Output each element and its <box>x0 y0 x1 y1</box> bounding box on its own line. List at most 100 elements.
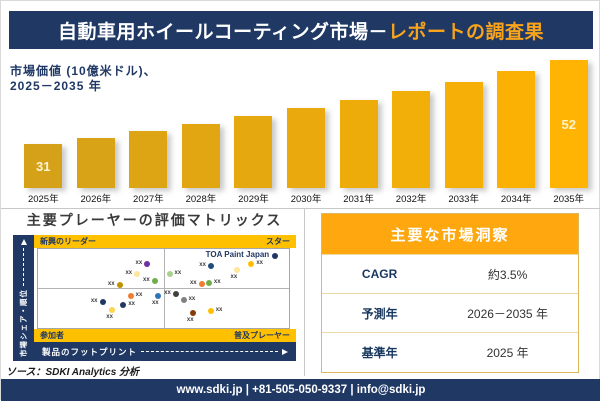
scatter-dot: xx <box>180 296 195 304</box>
matrix-y-axis-label: 市場シェア・順位 <box>19 289 28 357</box>
dot-label: xx <box>107 280 115 287</box>
dot-label: xx <box>151 300 159 307</box>
scatter-dot: xx <box>207 307 222 314</box>
chart-subtitle: 市場価値 (10億米ドル)、 2025－2035 年 <box>10 64 157 94</box>
scatter-dot: xx <box>205 279 221 286</box>
footer-contact-text: www.sdki.jp | +81-505-050-9337 | info@sd… <box>176 384 426 396</box>
bar-column-2027年 <box>122 60 175 188</box>
scatter-dot: xx <box>166 270 181 278</box>
year-label: 2031年 <box>343 194 374 205</box>
bar-column-2033年 <box>437 60 490 188</box>
year-label: 2035年 <box>553 194 585 205</box>
scatter-dot: xx <box>152 293 161 306</box>
bar-2030年 <box>287 108 325 188</box>
matrix-body: 新興のリーダー スター xx xx xx xx xx xx xx xx xx xx TOA Pain… <box>34 235 296 361</box>
year-label: 2025年 <box>27 194 59 205</box>
insights-table: 主要な市場洞察 CAGR 約3.5% 予測年 2026－2035 年基準年 2025 年 <box>321 213 579 373</box>
dot-label: xx <box>188 296 196 303</box>
chart-subtitle-line1: 市場価値 (10億米ドル)、 <box>10 64 157 78</box>
scatter-dot: xx <box>231 266 240 280</box>
market-value-bar-chart: 31 52 <box>17 60 595 188</box>
scatter-dot: xx <box>135 260 151 267</box>
year-label: 2028年 <box>185 194 217 205</box>
dot-label: xx <box>128 301 136 308</box>
matrix-x-axis-label: 製品のフットプリント <box>42 346 138 357</box>
dot-label: xx <box>256 260 264 266</box>
source-note: ソース：SDKI Analytics 分析 <box>6 367 140 378</box>
bar-2031年 <box>339 99 378 188</box>
chart-subtitle-line2: 2025－2035 年 <box>10 79 102 93</box>
bar-column-2029年 <box>227 60 280 188</box>
page-title: 自動車用ホイールコーティング市場－ <box>58 21 388 43</box>
page-title-accent: レポートの調査果 <box>387 21 544 43</box>
matrix-x-axis: 製品のフットプリント <box>34 342 296 361</box>
bar-2025年: 31 <box>24 144 63 188</box>
bar-2032年 <box>392 90 431 188</box>
scatter-dot: xx <box>120 301 135 309</box>
year-label: 2027年 <box>133 194 164 205</box>
insights-row-基準年: 基準年 2025 年 <box>322 332 578 371</box>
bar-column-2032年 <box>385 60 438 188</box>
bar-2026年 <box>76 137 115 188</box>
quadrant-label-emerging-leaders: 新興のリーダー <box>40 237 96 246</box>
bar-2028年 <box>181 123 220 188</box>
year-label: 2034年 <box>500 194 532 205</box>
bar-2029年 <box>234 116 273 188</box>
insights-row-label: CAGR <box>361 267 398 281</box>
dot-label: xx <box>186 316 194 323</box>
scatter-dot: xx <box>127 292 142 300</box>
bar-column-2028年 <box>175 60 228 188</box>
arrow-right-icon <box>282 348 288 355</box>
scatter-dot: xx <box>248 260 263 267</box>
scatter-dot: xx <box>125 270 141 278</box>
scatter-dot: xx <box>164 290 179 298</box>
footer-bar: www.sdki.jp | +81-505-050-9337 | info@sd… <box>1 379 600 401</box>
bar-2033年 <box>444 81 483 188</box>
bar-2034年 <box>497 71 536 188</box>
dot-label: xx <box>106 313 113 320</box>
dot-label: xx <box>213 278 221 285</box>
arrow-up-icon <box>20 239 27 245</box>
dot-label: xx <box>143 277 150 284</box>
bar-column-2030年 <box>280 60 333 188</box>
x-axis-dashed-line <box>141 351 278 352</box>
dot-label: xx <box>125 270 133 277</box>
scatter-plot: xx xx xx xx xx xx xx xx xx xx TOA Paint Japan xx xx x… <box>37 248 290 329</box>
year-label: 2033年 <box>448 194 479 205</box>
year-label: 2026年 <box>80 194 112 205</box>
scatter-dot: xx <box>143 277 158 285</box>
year-label: 2030年 <box>290 194 322 205</box>
insights-row-label: 基準年 <box>361 345 398 360</box>
insights-row-予測年: 予測年 2026－2035 年 <box>322 293 578 332</box>
dot-label: xx <box>90 297 98 304</box>
quadrant-label-pervasive-players: 普及プレーヤー <box>234 331 290 340</box>
year-label: 2029年 <box>238 194 269 205</box>
bar-value-label: 31 <box>36 158 51 174</box>
matrix-y-axis-strip: 市場シェア・順位 <box>13 235 34 361</box>
scatter-dot: xx <box>91 298 106 305</box>
scatter-dot: TOA Paint Japan <box>206 250 279 260</box>
quadrant-label-star: スター <box>266 237 290 246</box>
bar-column-2031年 <box>332 60 385 188</box>
insights-table-body: CAGR 約3.5% 予測年 2026－2035 年基準年 2025 年 <box>322 254 578 371</box>
bar-2035年: 52 <box>549 60 588 188</box>
player-evaluation-matrix: 市場シェア・順位 新興のリーダー スター xx xx xx xx xx xx xx xx xx x… <box>13 235 296 361</box>
scatter-dot: xx <box>108 281 123 288</box>
insights-row-value: 2026－2035 年 <box>467 306 548 321</box>
scatter-dot: xx <box>187 309 196 323</box>
scatter-dot: xx <box>190 280 205 287</box>
dot-label: xx <box>230 273 238 280</box>
quadrant-divider-horizontal <box>38 287 289 289</box>
highlight-company-label: TOA Paint Japan <box>205 250 270 260</box>
dot-label: xx <box>215 306 223 313</box>
insights-row-value: 2025 年 <box>486 345 529 360</box>
insights-table-header: 主要な市場洞察 <box>322 214 578 254</box>
dot-label: xx <box>189 279 197 286</box>
bar-chart-x-axis: 2025年 2026年 2027年 2028年 2029年 2030年 2031年 2032年… <box>17 191 595 205</box>
horizontal-divider <box>1 208 600 209</box>
dot-label: xx <box>135 260 143 266</box>
matrix-title: 主要プレーヤーの評価マトリックス <box>26 212 283 228</box>
dot-label: xx <box>199 262 206 269</box>
bar-column-2035年: 52 <box>542 60 595 188</box>
